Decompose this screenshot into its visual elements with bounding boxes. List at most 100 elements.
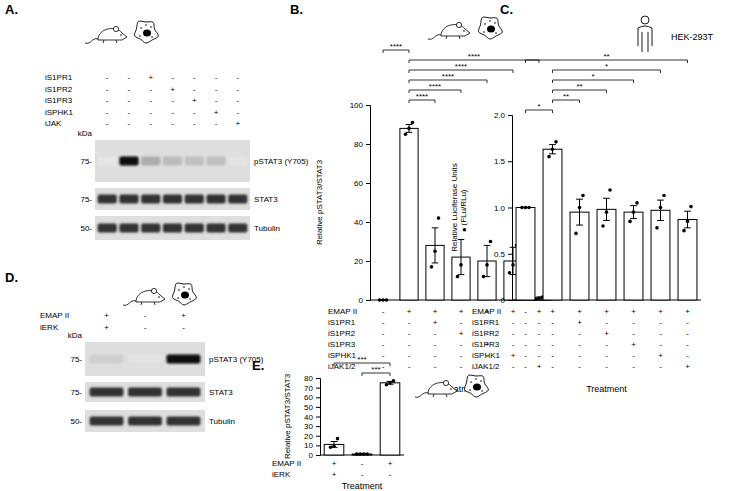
- shape: [151, 36, 153, 38]
- error-bar: [630, 206, 637, 219]
- shape: [428, 35, 441, 40]
- shape: [143, 30, 151, 37]
- data-point: [362, 452, 366, 456]
- blot-band: [228, 224, 247, 233]
- blot-band: [141, 157, 160, 166]
- bar: [324, 444, 344, 455]
- treatment-sign: +: [332, 470, 337, 479]
- band-label: STAT3: [254, 195, 278, 204]
- data-point: [520, 206, 524, 210]
- y-tick-label: 0: [359, 296, 364, 305]
- treatment-sign: +: [433, 318, 438, 327]
- y-tick-mark: [316, 445, 320, 446]
- blot-band: [228, 195, 247, 204]
- treatment-sign: +: [604, 307, 609, 316]
- shape: [134, 21, 158, 43]
- treatment-name: EMAP II: [328, 307, 357, 316]
- treatment-sign: -: [460, 340, 463, 349]
- treatment-sign: -: [434, 329, 437, 338]
- treatment-sign: -: [538, 318, 541, 327]
- shape: [463, 30, 465, 32]
- data-point: [437, 216, 441, 220]
- treatment-sign: -: [382, 318, 385, 327]
- treatment-sign: +: [407, 307, 412, 316]
- blot-band: [128, 355, 162, 364]
- treatment-sign: +: [577, 307, 582, 316]
- treatment-sign: -: [434, 340, 437, 349]
- bar: [543, 149, 562, 300]
- kda-marker: 50-: [70, 417, 82, 426]
- mouse-icon: [85, 26, 127, 43]
- treatment-name: iS1PR3: [328, 340, 356, 349]
- treatment-sign: -: [215, 73, 218, 82]
- treatment-sign: -: [236, 96, 239, 105]
- blot-band: [163, 157, 182, 166]
- sig-label: ****: [416, 92, 428, 101]
- treatment-name: EMAP II: [472, 307, 501, 316]
- y-tick-mark: [508, 161, 512, 162]
- treatment-name: iS1PR2: [328, 329, 356, 338]
- blot-band: [141, 195, 160, 204]
- y-axis-line: [366, 106, 371, 301]
- treatment-sign: -: [236, 73, 239, 82]
- treatment-sign: -: [408, 318, 411, 327]
- treatment-name: iSPHK1: [45, 108, 74, 117]
- blot-band: [141, 224, 160, 233]
- mouse-icon: [415, 380, 457, 397]
- treatment-sign: -: [524, 318, 527, 327]
- y-tick-label: 1.0: [494, 204, 506, 213]
- treatment-sign: +: [235, 119, 240, 128]
- sig-label: *: [591, 72, 594, 81]
- data-point: [686, 220, 690, 224]
- treatment-sign: -: [524, 340, 527, 349]
- y-tick: 0: [359, 296, 370, 305]
- treatment-sign: -: [106, 119, 109, 128]
- treatment-sign: -: [382, 329, 385, 338]
- blot-background: [95, 216, 250, 240]
- shape: [641, 16, 649, 24]
- treatment-sign: -: [382, 340, 385, 349]
- data-point: [581, 194, 585, 198]
- shape: [456, 22, 461, 27]
- data-point: [537, 296, 541, 300]
- kda-marker: 75-: [80, 195, 92, 204]
- shape: [181, 292, 189, 299]
- error-bar: [684, 211, 691, 228]
- treatment-name: EMAP II: [272, 459, 301, 468]
- shape: [450, 388, 452, 390]
- y-tick-mark: [508, 115, 512, 116]
- treatment-sign: -: [149, 108, 152, 117]
- treatment-sign: -: [408, 340, 411, 349]
- blot-background: [85, 342, 205, 376]
- treatment-sign: +: [685, 307, 690, 316]
- data-point: [463, 228, 467, 232]
- treatment-sign: +: [537, 307, 542, 316]
- y-tick-label: 60: [354, 179, 363, 188]
- y-tick-mark: [316, 417, 320, 418]
- y-tick-label: 100: [350, 101, 364, 110]
- treatment-sign: -: [632, 362, 635, 371]
- blot-band: [185, 157, 204, 166]
- treatment-sign: +: [511, 351, 516, 360]
- shape: [483, 31, 485, 33]
- treatment-sign: -: [538, 340, 541, 349]
- y-tick: 40: [354, 218, 370, 227]
- y-tick-mark: [316, 436, 320, 437]
- y-tick-mark: [316, 378, 320, 379]
- treatment-sign: -: [460, 318, 463, 327]
- y-tick-label: 60: [304, 393, 313, 402]
- y-tick-mark: [316, 407, 320, 408]
- treatment-sign: +: [577, 318, 582, 327]
- sig-label: ****: [442, 72, 454, 81]
- shape: [98, 29, 127, 40]
- treatment-sign: +: [631, 340, 636, 349]
- treatment-name: iJAK: [45, 119, 62, 128]
- data-point: [385, 383, 389, 387]
- shape: [178, 289, 180, 291]
- band-label: Tubulin: [209, 417, 235, 426]
- treatment-sign: +: [332, 459, 337, 468]
- kda-marker: 50-: [80, 224, 92, 233]
- y-axis-line: [508, 116, 513, 301]
- treatment-sign: -: [578, 329, 581, 338]
- shape: [123, 301, 136, 306]
